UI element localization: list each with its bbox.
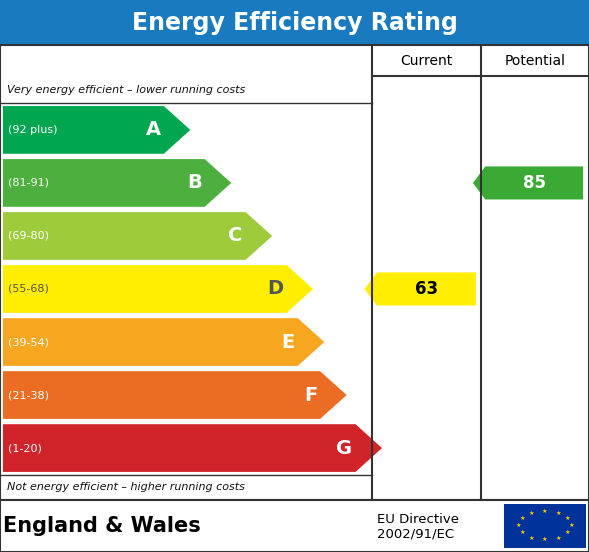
Polygon shape [3, 318, 325, 366]
Polygon shape [365, 273, 476, 306]
Text: (1-20): (1-20) [8, 443, 42, 453]
Text: Energy Efficiency Rating: Energy Efficiency Rating [131, 10, 458, 35]
Text: (69-80): (69-80) [8, 231, 49, 241]
Text: ★: ★ [519, 530, 525, 535]
Polygon shape [3, 424, 382, 472]
Text: ★: ★ [519, 516, 525, 521]
Text: (81-91): (81-91) [8, 178, 49, 188]
Text: D: D [267, 279, 284, 299]
Text: (92 plus): (92 plus) [8, 125, 57, 135]
Text: (39-54): (39-54) [8, 337, 49, 347]
Bar [504, 504, 586, 548]
Text: E: E [282, 332, 295, 352]
Text: EU Directive: EU Directive [377, 513, 459, 526]
Text: ★: ★ [555, 535, 561, 540]
Text: ★: ★ [555, 511, 561, 516]
Text: 85: 85 [522, 174, 546, 192]
Text: Very energy efficient – lower running costs: Very energy efficient – lower running co… [7, 85, 245, 95]
Text: Current: Current [401, 54, 452, 68]
Bar [0, 500, 589, 552]
Text: ★: ★ [529, 511, 534, 516]
Text: ★: ★ [542, 538, 548, 543]
Text: F: F [304, 385, 317, 405]
Text: B: B [187, 173, 202, 193]
Polygon shape [473, 166, 583, 199]
Text: (55-68): (55-68) [8, 284, 48, 294]
Text: ★: ★ [565, 530, 571, 535]
Text: A: A [145, 120, 161, 140]
Text: G: G [336, 438, 353, 458]
Text: ★: ★ [529, 535, 534, 540]
Text: Potential: Potential [504, 54, 565, 68]
Text: (21-38): (21-38) [8, 390, 49, 400]
Text: ★: ★ [542, 509, 548, 514]
Text: England & Wales: England & Wales [3, 516, 201, 536]
Polygon shape [3, 265, 313, 313]
Polygon shape [3, 159, 231, 207]
Text: 63: 63 [415, 280, 438, 298]
Text: ★: ★ [568, 523, 574, 528]
Polygon shape [3, 371, 347, 419]
Text: C: C [229, 226, 243, 246]
Text: 2002/91/EC: 2002/91/EC [377, 527, 454, 540]
Text: ★: ★ [565, 516, 571, 521]
Text: Not energy efficient – higher running costs: Not energy efficient – higher running co… [7, 482, 245, 492]
Polygon shape [3, 106, 190, 154]
Polygon shape [3, 212, 272, 260]
Text: ★: ★ [515, 523, 521, 528]
Bar [0, 0, 589, 45]
Bar [0, 45, 589, 500]
